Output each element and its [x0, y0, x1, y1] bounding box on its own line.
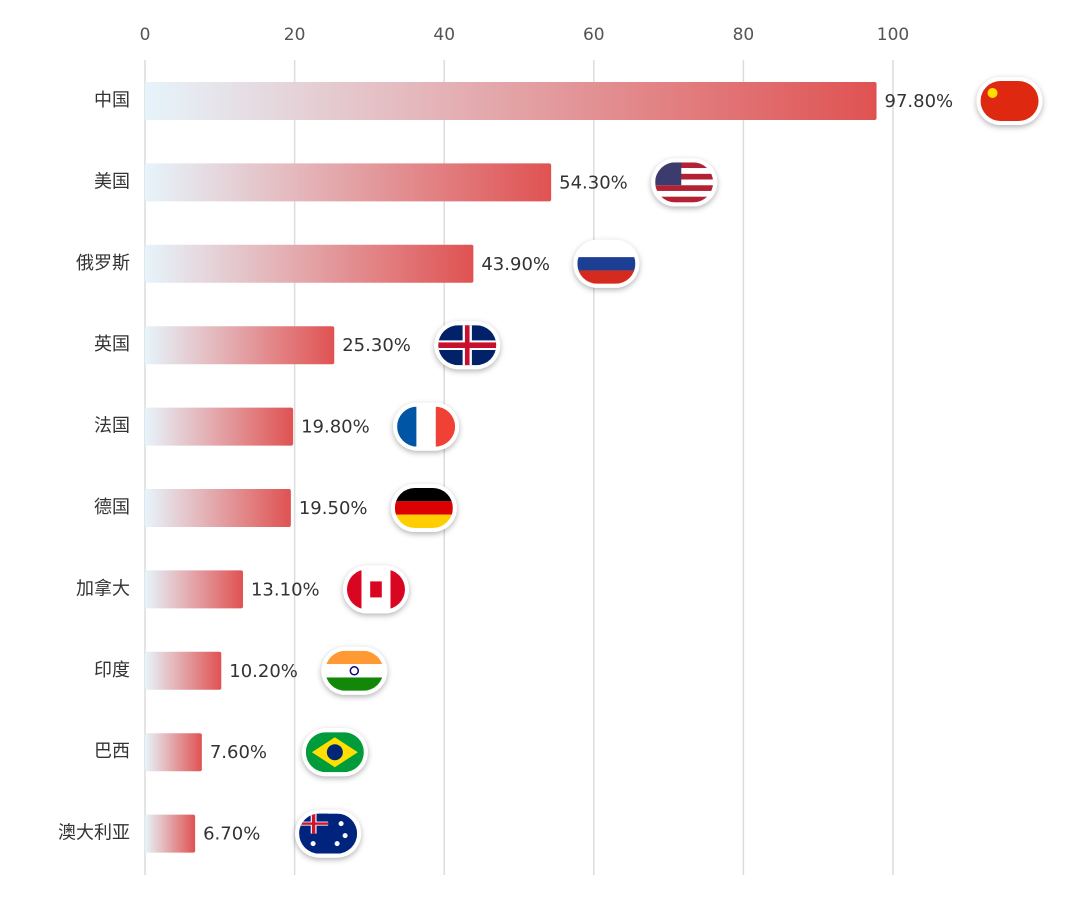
flag-part [655, 162, 682, 186]
flag-part [325, 650, 384, 665]
flag-part [655, 190, 714, 197]
flag-wheel [349, 666, 360, 676]
flag-part [299, 822, 329, 825]
bar [145, 407, 294, 446]
bar [145, 570, 243, 609]
category-label: 印度 [94, 660, 130, 681]
category-label: 中国 [94, 90, 130, 111]
flag [573, 239, 640, 288]
flag-art [346, 569, 405, 610]
flag [434, 321, 501, 370]
flag [342, 565, 409, 614]
flag-art [655, 162, 714, 203]
flag-part [655, 162, 714, 169]
value-label: 97.80% [885, 91, 954, 112]
value-label: 19.80% [301, 417, 370, 438]
flag-part [370, 581, 382, 598]
value-label: 19.50% [299, 498, 368, 519]
value-label: 25.30% [342, 335, 411, 356]
flag [295, 809, 362, 858]
category-label: 德国 [94, 497, 130, 518]
value-label: 43.90% [481, 254, 550, 275]
flag-part [394, 488, 453, 502]
flag-part [577, 243, 636, 258]
flag-art [397, 406, 456, 447]
flag [393, 402, 460, 451]
x-tick-label: 20 [284, 25, 306, 45]
flag-art [325, 650, 384, 691]
flag [301, 728, 368, 777]
flag-art [980, 81, 1039, 121]
flag-art [577, 243, 636, 284]
x-tick-label: 40 [433, 25, 455, 45]
flag-star [334, 841, 340, 847]
flag-part [577, 270, 636, 284]
bar [145, 82, 877, 120]
flag-star [338, 821, 344, 827]
category-label: 俄罗斯 [76, 253, 130, 274]
flag-part [394, 501, 453, 515]
x-tick-label: 60 [583, 25, 605, 45]
bar [145, 163, 552, 202]
flag-globe [326, 744, 343, 761]
flag-part [394, 514, 453, 528]
value-label: 13.10% [251, 579, 320, 600]
flag-part [416, 406, 436, 447]
flag-part [655, 173, 714, 180]
flag-art [299, 813, 358, 854]
flag [976, 77, 1043, 125]
category-label: 英国 [94, 334, 130, 355]
flag-star [987, 88, 998, 98]
bar [145, 651, 222, 690]
flag-art [394, 488, 453, 528]
bar [145, 814, 196, 853]
flag-part [438, 342, 497, 348]
flag-part [655, 185, 714, 191]
bar [145, 489, 291, 527]
flag-part [325, 664, 384, 678]
flag-part [325, 677, 384, 691]
flag-star [342, 833, 348, 839]
flag-part [655, 168, 714, 174]
flag [321, 646, 388, 695]
flag-part [346, 569, 362, 610]
bar [145, 244, 474, 283]
category-label: 美国 [94, 171, 130, 192]
value-label: 6.70% [203, 824, 260, 845]
flag-part [435, 406, 456, 447]
x-tick-label: 100 [877, 25, 909, 45]
value-label: 54.30% [559, 172, 628, 193]
value-label: 10.20% [229, 661, 298, 682]
value-label: 7.60% [210, 742, 267, 763]
flag [651, 158, 718, 207]
flag-part [577, 257, 636, 271]
flag-art [438, 325, 497, 366]
flag-star [310, 841, 316, 847]
bar [145, 326, 335, 365]
category-label: 澳大利亚 [58, 823, 130, 844]
flag [390, 484, 457, 532]
flag-art [305, 732, 364, 773]
bar [145, 733, 202, 772]
flag-part [397, 406, 417, 447]
x-tick-label: 0 [140, 25, 151, 45]
flag-part [655, 196, 714, 203]
category-label: 加拿大 [76, 577, 130, 599]
category-label: 法国 [94, 416, 130, 437]
flag-part [390, 569, 405, 610]
category-label: 巴西 [94, 741, 130, 762]
x-tick-label: 80 [733, 25, 755, 45]
flag-part [980, 81, 1039, 121]
flag-part [655, 179, 714, 186]
